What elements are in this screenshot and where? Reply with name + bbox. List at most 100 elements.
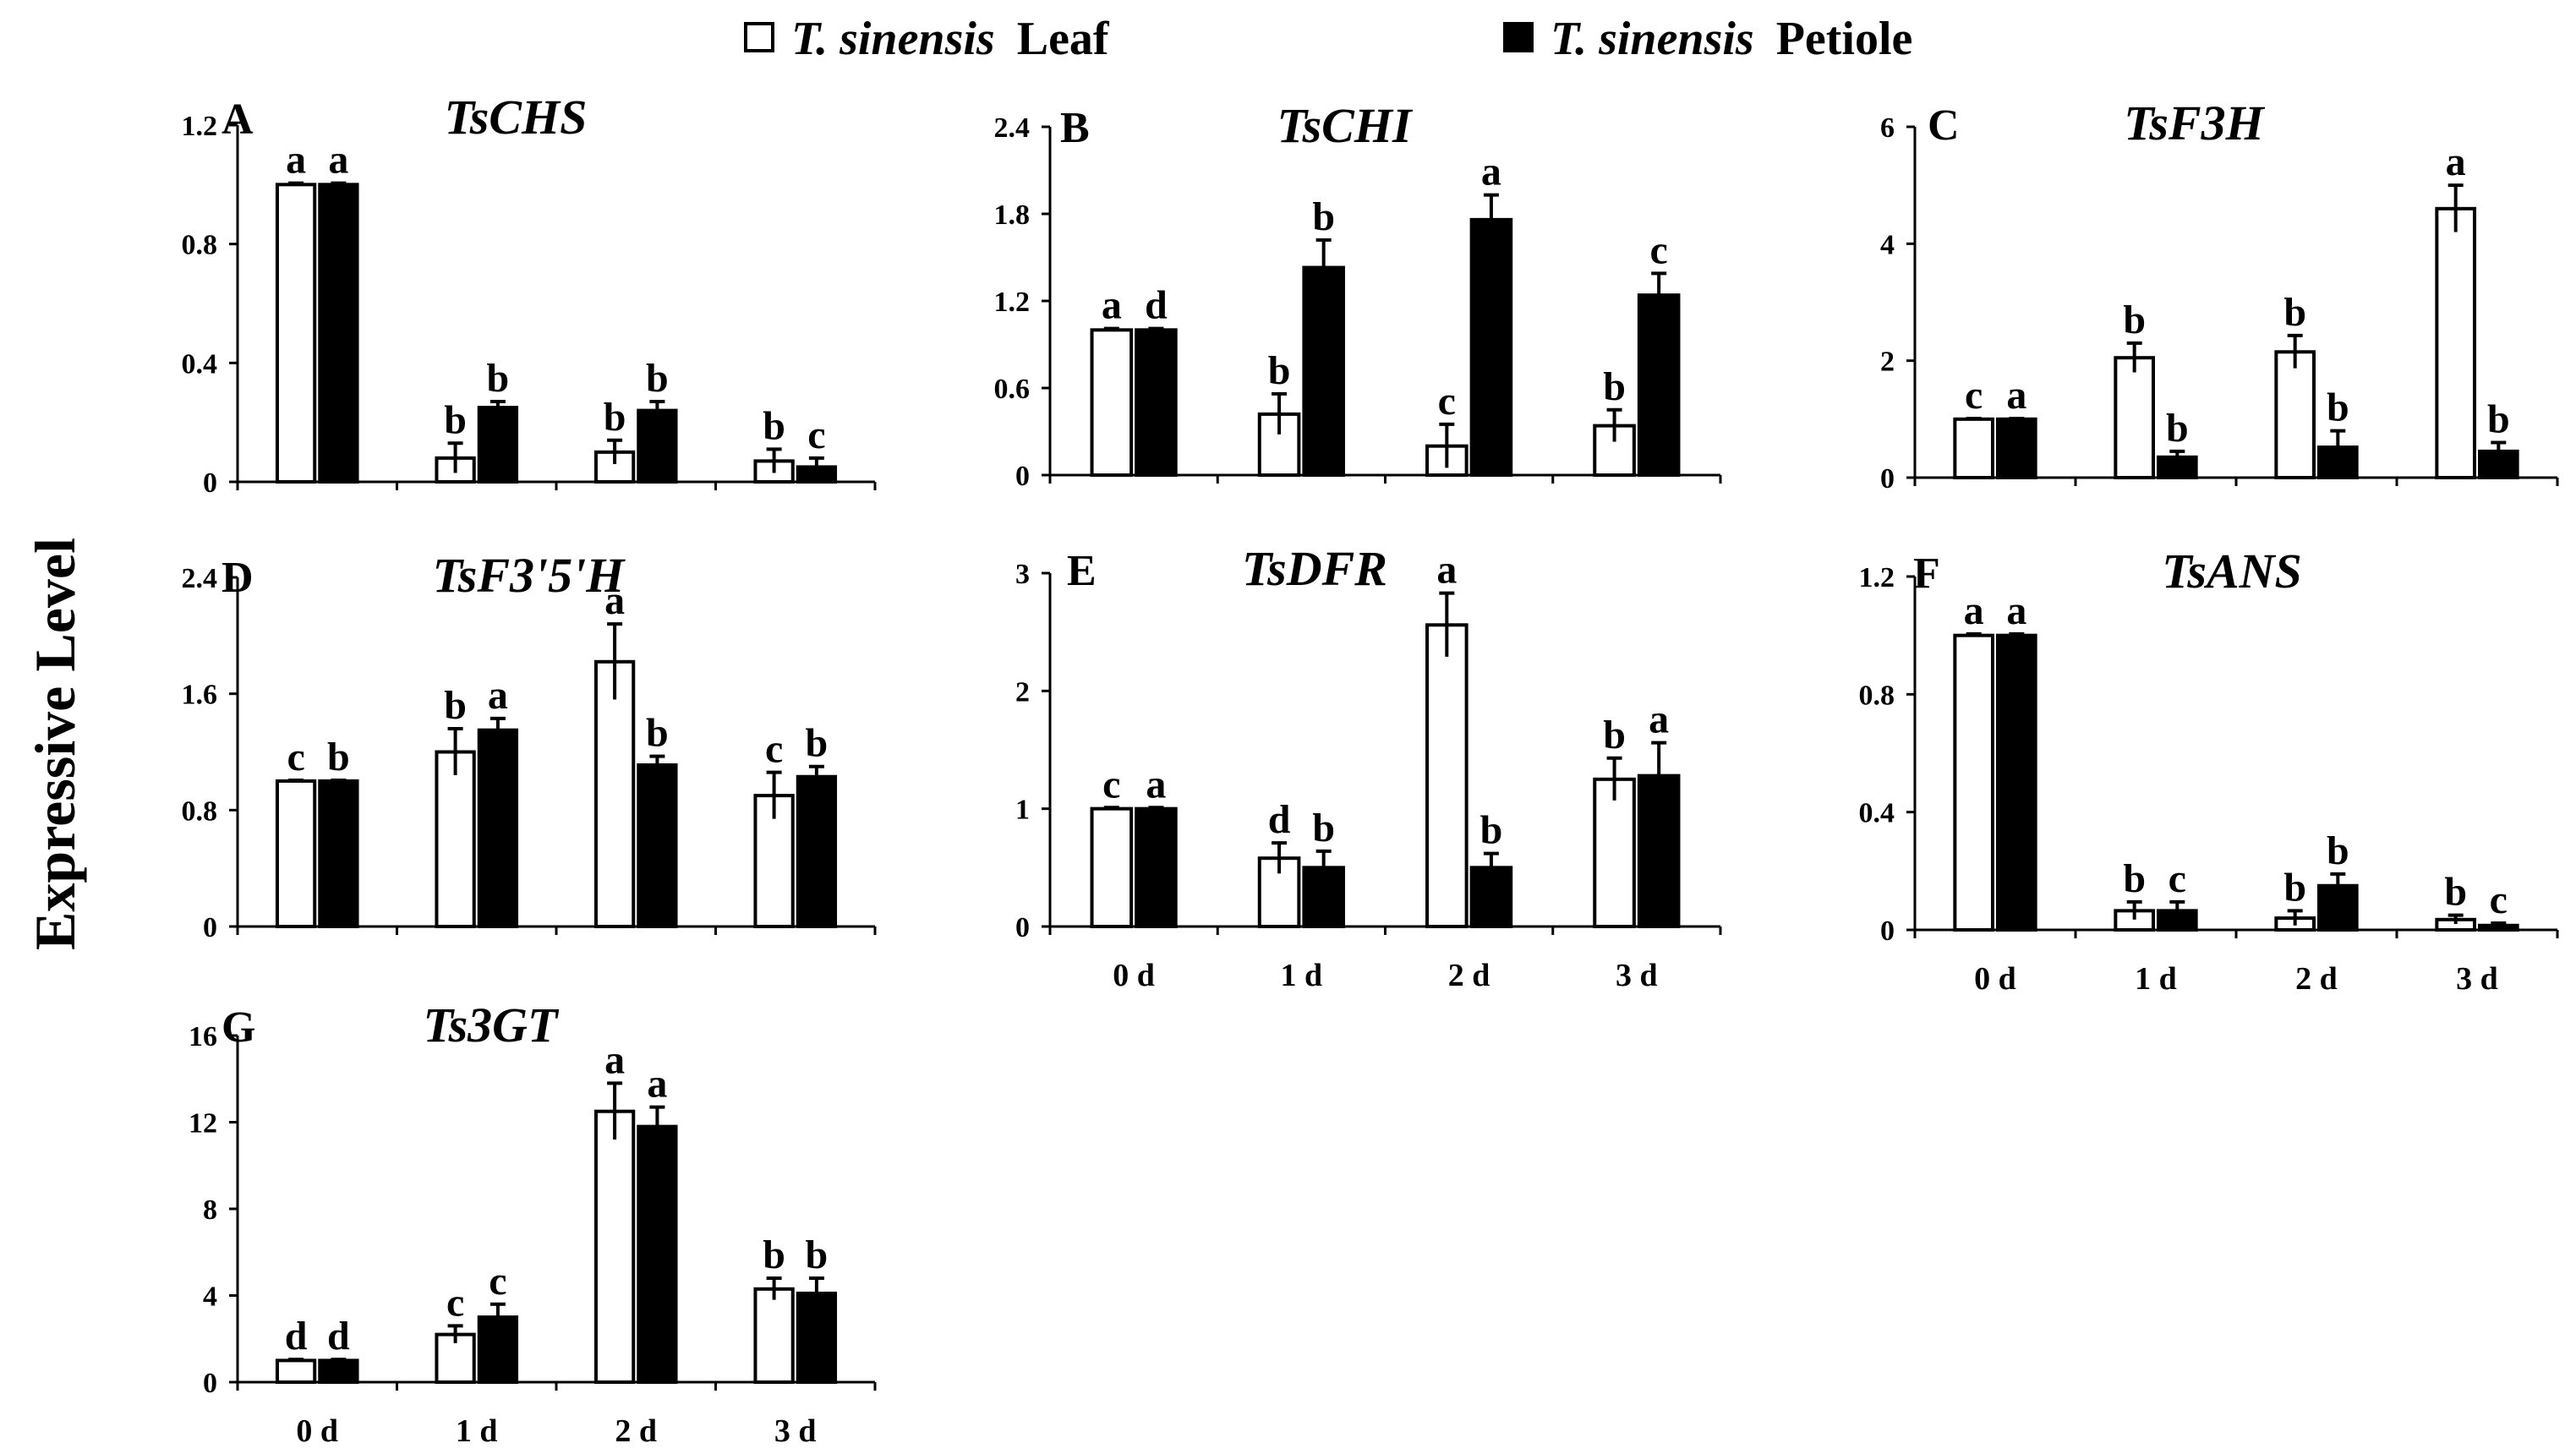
significance-label: b — [646, 711, 669, 756]
significance-label: a — [604, 1037, 625, 1082]
bar-leaf-2 — [2274, 350, 2316, 479]
bar-leaf-1 — [435, 750, 476, 928]
panel-letter: E — [1067, 547, 1097, 595]
bar-petiole-0 — [318, 779, 359, 929]
significance-label: b — [444, 683, 467, 728]
y-tick-label: 8 — [203, 1194, 217, 1226]
significance-label: b — [2283, 290, 2306, 335]
legend-petiole-species: T. sinensis — [1551, 13, 1754, 65]
x-tick-label: 3 d — [2456, 961, 2498, 997]
y-tick-label: 1.2 — [1859, 562, 1895, 593]
bar-leaf-0 — [1090, 328, 1134, 478]
significance-label: b — [2444, 870, 2467, 915]
y-tick-label: 0.4 — [1859, 798, 1895, 829]
x-tick-label: 1 d — [2135, 961, 2177, 997]
significance-label: b — [646, 356, 669, 401]
significance-label: b — [1603, 364, 1626, 409]
legend: T. sinensis Leaf T. sinensis Petiole — [744, 13, 1912, 65]
significance-label: a — [488, 673, 508, 718]
significance-label: b — [1312, 194, 1335, 239]
significance-label: a — [2446, 139, 2466, 184]
significance-label: b — [2487, 397, 2510, 442]
x-tick-label: 3 d — [774, 1413, 817, 1449]
legend-leaf-swatch — [744, 22, 774, 52]
bar-petiole-1 — [477, 728, 519, 928]
panel-g: 0 4 8 12 16 d d 0 d c c 1 d aa 2 d b b 3 d G Ts3GT — [189, 998, 877, 1449]
bar-leaf-0 — [275, 779, 317, 929]
bar-petiole-2 — [637, 1124, 678, 1384]
significance-label: d — [327, 1314, 350, 1358]
significance-label: b — [487, 356, 510, 401]
significance-label: d — [1145, 283, 1168, 328]
y-tick-label: 4 — [1880, 229, 1895, 260]
significance-label: a — [286, 138, 306, 183]
significance-label: c — [446, 1280, 464, 1325]
y-tick-label: 1.6 — [182, 680, 218, 711]
bar-petiole-3 — [796, 774, 838, 928]
bar-leaf-0 — [1953, 633, 1995, 932]
svg-text:T. sinensis Petiole: T. sinensis Petiole — [1551, 13, 1912, 65]
significance-label: a — [1146, 762, 1166, 806]
bar-leaf-0 — [1090, 806, 1134, 929]
panel-title: TsDFR — [1242, 541, 1387, 596]
y-tick-label: 1.2 — [994, 287, 1031, 318]
y-tick-label: 2.4 — [182, 563, 218, 594]
significance-label: b — [1312, 806, 1335, 850]
significance-label: c — [2490, 877, 2508, 922]
bar-petiole-2 — [637, 408, 678, 484]
y-tick-label: 1.2 — [182, 111, 218, 142]
y-tick-label: 1.8 — [994, 200, 1031, 231]
panel-title: Ts3GT — [424, 998, 561, 1052]
legend-petiole-swatch — [1503, 22, 1534, 52]
significance-label: c — [1965, 373, 1983, 418]
y-tick-label: 2.4 — [994, 112, 1031, 144]
x-tick-label: 2 d — [1448, 958, 1490, 993]
significance-label: b — [763, 403, 785, 448]
y-axis-label: Expressive Level — [23, 538, 87, 950]
legend-petiole-tissue: Petiole — [1776, 13, 1913, 65]
significance-label: b — [444, 397, 467, 442]
y-tick-label: 6 — [1880, 112, 1895, 144]
x-tick-label: 1 d — [456, 1413, 498, 1449]
y-tick-label: 4 — [203, 1282, 217, 1313]
y-tick-label: 0 — [1015, 461, 1030, 492]
bar-leaf-3 — [2435, 206, 2477, 479]
x-tick-label: 0 d — [296, 1413, 338, 1449]
y-tick-label: 0 — [203, 1368, 217, 1399]
panel-title: TsF3H — [2124, 96, 2265, 150]
bar-leaf-3 — [1593, 777, 1636, 928]
significance-label: c — [1650, 227, 1668, 272]
bar-leaf-2 — [593, 659, 636, 929]
y-tick-label: 0.8 — [1859, 680, 1895, 711]
x-tick-label: 0 d — [1974, 961, 2016, 997]
significance-label: b — [1480, 808, 1503, 853]
significance-label: d — [1268, 797, 1291, 842]
y-tick-label: 1 — [1015, 795, 1030, 826]
panel-letter: B — [1060, 104, 1090, 152]
significance-label: c — [489, 1259, 506, 1304]
significance-label: b — [604, 395, 626, 440]
y-tick-label: 12 — [189, 1108, 217, 1140]
bar-petiole-0 — [318, 183, 359, 484]
x-tick-label: 0 d — [1113, 958, 1155, 993]
y-tick-label: 0 — [1880, 463, 1895, 495]
y-tick-label: 16 — [189, 1021, 217, 1052]
significance-label: c — [2169, 856, 2186, 901]
legend-leaf-tissue: Leaf — [1017, 13, 1110, 65]
x-tick-label: 2 d — [615, 1413, 657, 1449]
panel-letter: A — [222, 96, 254, 144]
x-tick-label: 3 d — [1616, 958, 1658, 993]
y-tick-label: 2 — [1880, 347, 1895, 378]
y-tick-label: 0 — [1015, 912, 1030, 943]
significance-label: c — [1438, 379, 1456, 424]
legend-leaf-species: T. sinensis — [791, 13, 995, 65]
svg-text:T. sinensis Leaf: T. sinensis Leaf — [791, 13, 1110, 65]
significance-label: a — [328, 138, 348, 183]
y-tick-label: 0.4 — [182, 348, 218, 380]
panel-title: TsANS — [2162, 544, 2302, 599]
y-tick-label: 2 — [1015, 676, 1030, 708]
